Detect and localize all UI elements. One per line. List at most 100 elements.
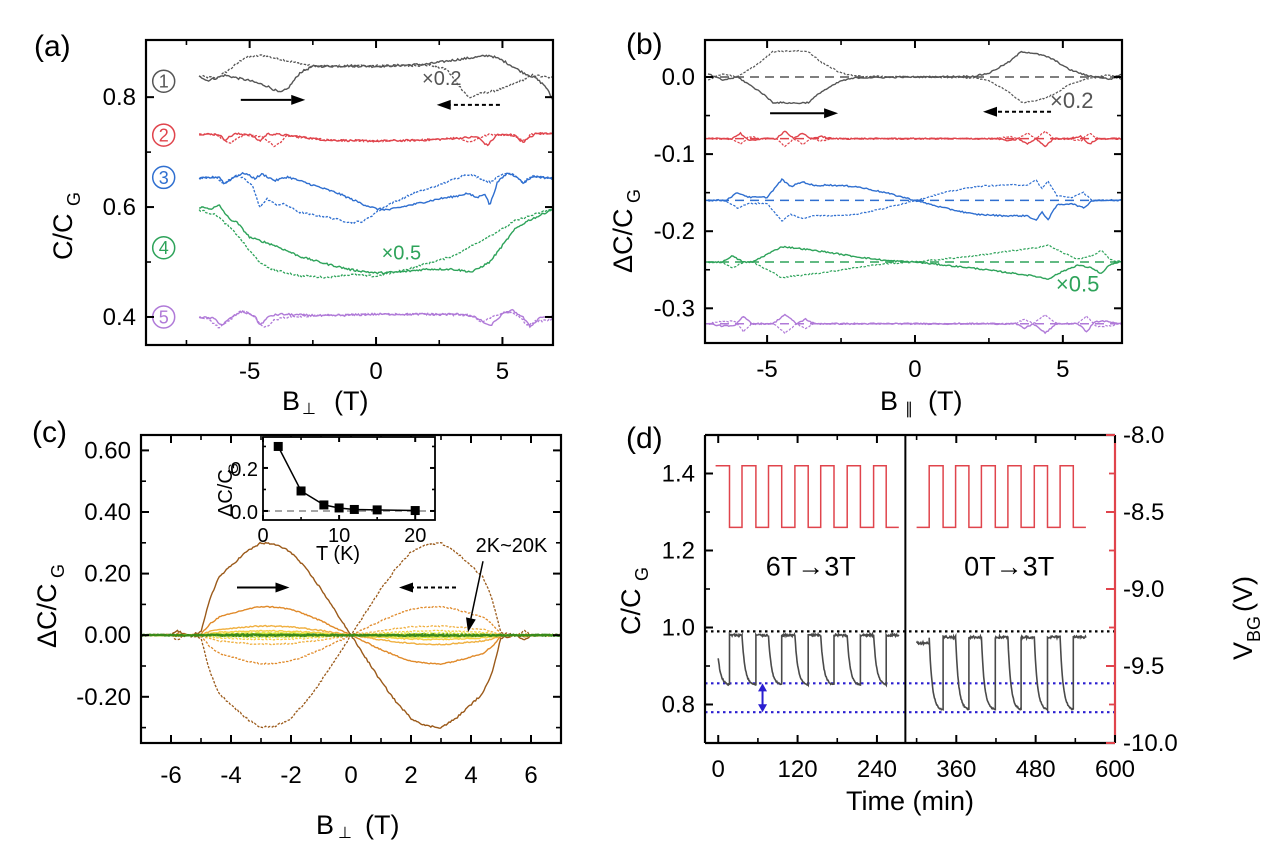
series-2-forward-line xyxy=(199,131,554,147)
curve-8K-reverse xyxy=(140,624,562,646)
panel-b-xlabel-sub: ∥ xyxy=(905,401,913,418)
inset-xlabel: T (K) xyxy=(316,543,360,565)
panel-d-xlabel: Time (min) xyxy=(846,786,974,816)
panel-d-y2label-group: V BG (V) xyxy=(1228,576,1264,660)
panel-d-ylabel-group: C/C G xyxy=(616,567,652,635)
temperature-range-annotation: 2K~20K xyxy=(476,535,548,557)
series-4-circle-label: 4 xyxy=(159,238,169,258)
x-tick-label: 0 xyxy=(712,756,725,783)
y-tick-label: 0.0 xyxy=(662,64,695,91)
vbg-square-wave xyxy=(715,465,899,529)
series-4-reverse-line xyxy=(707,244,1123,279)
inset-marker xyxy=(296,486,306,496)
x-tick-label: 5 xyxy=(1056,356,1069,383)
inset-data xyxy=(263,441,435,516)
panel-b-data: ×0.2 ×0.5 xyxy=(705,49,1123,335)
y-tick-label: 0.4 xyxy=(103,304,136,331)
inset-marker xyxy=(319,500,329,510)
x-tick-label: 600 xyxy=(1095,756,1135,783)
y2-tick-label: -9.0 xyxy=(1123,576,1164,603)
panel-c-data: 2K~20K xyxy=(140,535,562,729)
x-tick-label: 0 xyxy=(344,762,357,789)
y-tick-label: -0.2 xyxy=(654,218,695,245)
solid-arrow-head xyxy=(291,94,306,105)
x-tick-label: 10 xyxy=(328,525,350,547)
inset-frame xyxy=(262,436,436,521)
series-4-forward-line xyxy=(707,245,1123,281)
double-arrow-head-up xyxy=(758,683,768,692)
scale-annotation: ×0.5 xyxy=(382,242,421,264)
panel-b-ylabel-group: ΔC/C G xyxy=(608,189,644,273)
inset-ylabel-sub: G xyxy=(225,463,241,474)
y-tick-label: 0.8 xyxy=(103,84,136,111)
y-tick-label: 0.8 xyxy=(662,692,695,719)
series-4-reverse-line xyxy=(198,207,554,279)
panel-b-xlabel-unit: (T) xyxy=(928,386,962,416)
panel-a-ylabel-sub: G xyxy=(64,192,84,206)
series-2-circle-marker xyxy=(151,123,176,147)
x-tick-label: 20 xyxy=(404,525,426,547)
panel-label-a: (a) xyxy=(34,30,71,63)
x-tick-label: 360 xyxy=(936,756,976,783)
y-tick-label: 0.0 xyxy=(230,502,258,524)
y2-tick-label: -8.5 xyxy=(1123,499,1164,526)
panel-c-xlabel-sub: ⊥ xyxy=(338,825,352,842)
capacitance-trace xyxy=(915,632,1087,713)
panel-c-inset: 0 10 20 0.0 0.2 T (K) ΔC/C G xyxy=(215,436,436,565)
panel-d-ticks: 0 120 240 360 480 600 0.8 1.0 1.2 1.4 -8.0 -8.5 -9.0… xyxy=(662,422,1178,783)
y-tick-label: 0.40 xyxy=(84,499,131,526)
series-4-forward-line xyxy=(199,204,554,275)
scale-annotation: ×0.2 xyxy=(1050,88,1093,113)
inset-marker xyxy=(334,503,344,513)
panel-c-ylabel: ΔC/C xyxy=(32,583,62,648)
curve-10K-reverse xyxy=(140,629,562,641)
y-tick-label: 1.4 xyxy=(662,461,695,488)
series-1-circle-marker xyxy=(151,69,176,93)
x-tick-label: 120 xyxy=(778,756,818,783)
y-tick-label: 0.60 xyxy=(84,437,131,464)
x-tick-label: -5 xyxy=(756,356,777,383)
inset-ticks: 0 10 20 0.0 0.2 xyxy=(230,437,435,547)
y-tick-label: -0.3 xyxy=(654,295,695,322)
capacitance-trace xyxy=(717,631,900,688)
series-1-forward-line xyxy=(707,50,1123,105)
panel-b-frame xyxy=(703,38,1124,345)
panel-b-ylabel-sub: G xyxy=(624,189,644,203)
series-3-circle-label: 3 xyxy=(159,168,169,188)
pointer-arrow-head xyxy=(466,617,476,633)
x-tick-label: 6 xyxy=(524,762,537,789)
x-tick-label: -4 xyxy=(220,762,241,789)
series-3-forward-line xyxy=(199,171,554,212)
scale-annotation: ×0.5 xyxy=(1056,272,1099,297)
inset-ylabel-group: ΔC/C G xyxy=(215,463,241,517)
series-3-reverse-line xyxy=(198,172,554,224)
y-tick-label: -0.20 xyxy=(76,684,131,711)
panel-c-ticks: -6 -4 -2 0 2 4 60.600.400.200.00-0.20 xyxy=(76,435,561,789)
x-tick-label: 2 xyxy=(404,762,417,789)
panel-a-xlabel-unit: (T) xyxy=(334,386,368,416)
series-3-reverse-line xyxy=(707,179,1123,222)
panel-b: (b) ×0.2 ×0.5 -5 0 5 0.0 -0.1 -0.2 -0.3 B ∥ (T)… xyxy=(608,28,1124,418)
curve-20K-forward xyxy=(140,633,562,638)
panel-d: (d) 6T→3T 0T→3T 0 120 240 360 480 600 0.8 1.0 1.2… xyxy=(616,422,1264,816)
panel-label-c: (c) xyxy=(32,416,67,449)
panel-label-b: (b) xyxy=(626,28,663,61)
x-tick-label: 0 xyxy=(908,356,921,383)
dashed-arrow-head xyxy=(399,582,413,593)
scale-annotation: ×0.2 xyxy=(422,68,461,90)
y-tick-label: 1.2 xyxy=(662,538,695,565)
panel-a-ylabel-group: C/C G xyxy=(48,192,84,260)
y2-tick-label: -8.0 xyxy=(1123,422,1164,449)
inset-marker xyxy=(273,441,283,451)
panel-c-ylabel-group: ΔC/C G xyxy=(32,564,68,648)
panel-d-ylabel-sub: G xyxy=(632,567,652,581)
panel-c: (c) 2K~20K -6 -4 -2 0 2 4 60.600.400.200.00-0.… xyxy=(32,416,563,842)
x-tick-label: 5 xyxy=(496,358,509,385)
segment-label: 6T→3T xyxy=(766,552,856,582)
dashed-arrow-head xyxy=(983,106,997,117)
y-tick-label: 0.2 xyxy=(230,459,258,481)
panel-b-ylabel: ΔC/C xyxy=(608,208,638,273)
panel-c-ylabel-sub: G xyxy=(48,564,68,578)
inset-marker xyxy=(410,506,420,516)
